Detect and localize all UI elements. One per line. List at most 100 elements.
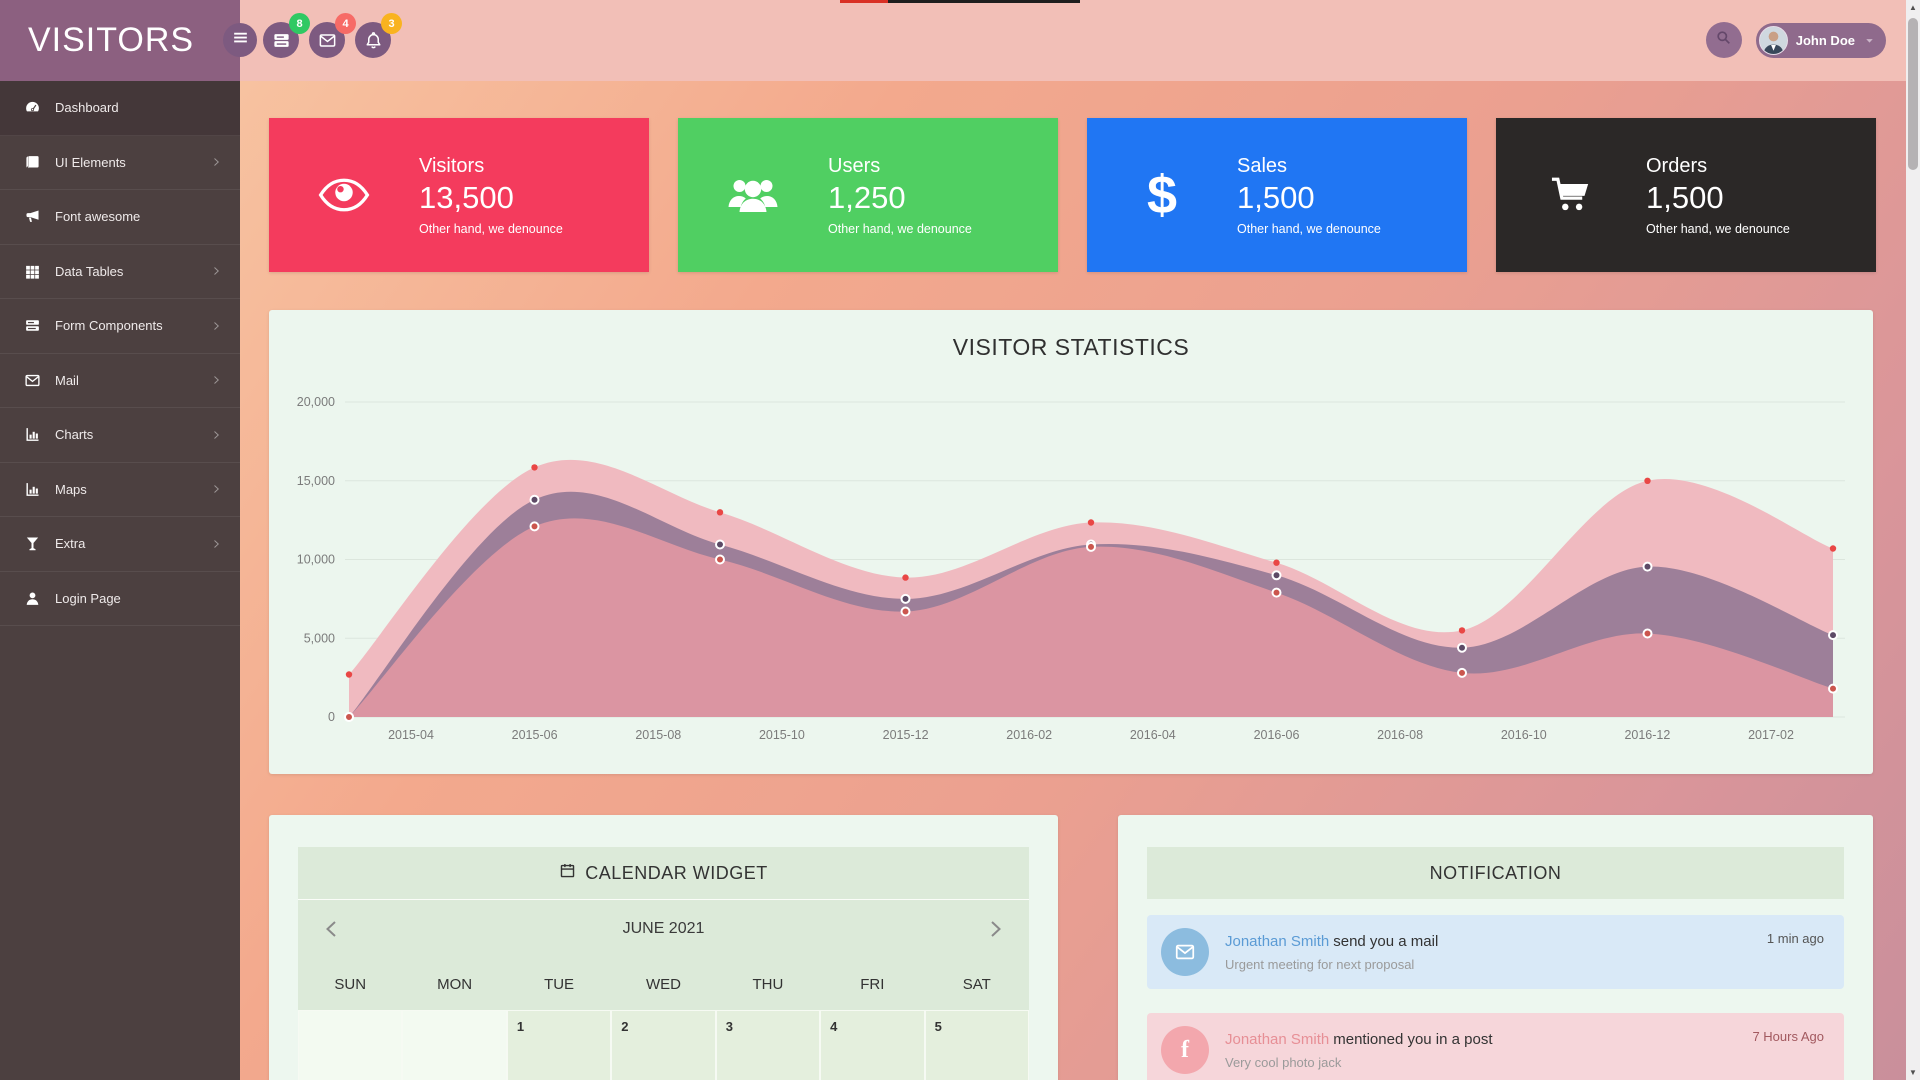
calendar-empty-cell[interactable] [402,1010,507,1080]
calendar-day-cell-4[interactable]: 4 [820,1010,925,1080]
notification-message: Very cool photo jack [1225,1054,1342,1070]
calendar-day-cell-2[interactable]: 2 [611,1010,716,1080]
y-tick-label: 20,000 [297,395,335,409]
bottom-row: CALENDAR WIDGET JUNE 2021 SUN MON TUE WED TH… [269,815,1873,1080]
notification-time: 1 min ago [1766,931,1824,946]
x-tick-label: 2015-06 [512,728,558,742]
notification-item-facebook[interactable]: f Jonathan Smith mentioned you in a post … [1147,1013,1844,1080]
list-icon [272,31,291,50]
data-point-lower [1457,667,1467,678]
calendar-header: CALENDAR WIDGET [298,847,1029,899]
user-menu[interactable]: John Doe [1755,22,1886,58]
brand-title: VISITORS [0,0,240,81]
calendar-next-button[interactable] [983,917,1007,941]
chevron-down-icon [1863,34,1876,47]
topbar-right: John Doe [1705,22,1886,58]
stat-caption: Other hand, we denounce [1237,221,1381,236]
data-point-lower [900,606,911,617]
chart-icon [24,426,41,443]
search-icon [1715,29,1732,51]
stat-caption: Other hand, we denounce [1646,221,1790,236]
users-icon [727,175,779,215]
list-button[interactable]: 8 [263,13,310,58]
sidebar-item-data-tables[interactable]: Data Tables [0,245,240,299]
mail-button[interactable]: 4 [309,13,356,58]
visitors-stat-card: Visitors 13,500 Other hand, we denounce [269,118,649,272]
bell-button[interactable]: 3 [355,13,402,58]
data-point-middle [715,539,725,550]
notification-user[interactable]: Jonathan Smith [1225,1030,1330,1048]
bell-badge: 3 [381,13,402,34]
calendar-prev-button[interactable] [320,917,344,941]
notification-title: NOTIFICATION [1429,862,1562,883]
data-point-middle [1828,630,1838,641]
data-point-lower [529,521,540,532]
scrollbar-thumb[interactable] [1908,18,1918,170]
user-name: John Doe [1795,32,1855,48]
notification-user[interactable]: Jonathan Smith [1225,932,1330,950]
mail-icon [318,31,337,50]
sidebar-item-login-page[interactable]: Login Page [0,572,240,626]
calendar-day-cell-3[interactable]: 3 [715,1010,821,1080]
stat-value: 13,500 [419,179,514,215]
sidebar-item-label: Login Page [55,590,121,606]
dollar-icon: $ [1146,165,1178,225]
calendar-day-cell-1[interactable]: 1 [506,1010,612,1080]
day-header-fri: FRI [860,975,885,993]
day-header-thu: THU [752,975,784,993]
calendar-day-headers: SUN MON TUE WED THU FRI SAT [298,958,1029,1010]
sidebar-item-extra[interactable]: Extra [0,517,240,572]
sidebar-item-maps[interactable]: Maps [0,463,240,517]
y-tick-label: 10,000 [297,553,335,567]
mail-badge: 4 [335,13,356,34]
data-point-upper [1458,627,1466,634]
stat-title: Visitors [419,154,485,177]
data-point-lower [1086,541,1096,552]
stat-value: 1,250 [828,179,906,215]
notification-panel: NOTIFICATION Jonathan Smith send you a ma… [1118,815,1873,1080]
topbar-quick-buttons: 8 4 3 [263,13,402,58]
scrollbar-down-arrow[interactable]: ▼ [1909,1068,1917,1077]
x-tick-label: 2016-12 [1624,728,1670,742]
calendar-title: CALENDAR WIDGET [585,862,768,883]
data-point-upper [902,574,909,581]
sidebar-item-form-components[interactable]: Form Components [0,299,240,354]
notification-item-mail[interactable]: Jonathan Smith send you a mail Urgent mee… [1147,915,1844,989]
sidebar-item-charts[interactable]: Charts [0,408,240,463]
search-button[interactable] [1705,22,1742,58]
data-point-lower [344,712,354,722]
page-scrollbar[interactable]: ▲ ▼ [1906,0,1920,1080]
sales-stat-card: $ Sales 1,500 Other hand, we denounce [1087,118,1467,272]
sidebar-item-label: Data Tables [55,263,124,279]
data-point-upper [345,671,353,678]
calendar-icon [559,862,576,884]
data-point-upper [1644,477,1651,484]
calendar-day-cell-5[interactable]: 5 [924,1010,1029,1080]
calendar-empty-cell[interactable] [298,1010,403,1080]
sidebar: VISITORS Dashboard UI Elements Font awes… [0,0,240,1080]
calendar-month-label: JUNE 2021 [622,920,705,937]
stat-value: 1,500 [1646,179,1724,215]
x-tick-label: 2017-02 [1748,728,1794,742]
megaphone-icon [24,208,41,225]
hamburger-menu-button[interactable] [223,23,257,57]
scrollbar-up-arrow[interactable]: ▲ [1909,3,1917,12]
sidebar-item-font-awesome[interactable]: Font awesome [0,190,240,245]
sidebar-menu: Dashboard UI Elements Font awesome Data … [0,81,240,626]
chevron-right-icon [210,156,222,168]
chevron-right-icon [210,538,222,550]
sidebar-item-label: Extra [55,536,86,552]
sidebar-item-dashboard[interactable]: Dashboard [0,81,240,136]
stat-title: Sales [1237,154,1288,177]
sidebar-item-ui-elements[interactable]: UI Elements [0,136,240,190]
stat-value: 1,500 [1237,179,1315,215]
sidebar-item-mail[interactable]: Mail [0,354,240,408]
chevron-right-icon [210,320,222,332]
calendar-widget-panel: CALENDAR WIDGET JUNE 2021 SUN MON TUE WED TH… [269,815,1058,1080]
y-tick-label: 0 [328,710,335,724]
eye-icon [318,175,370,215]
data-point-middle [900,593,911,604]
book-icon [24,154,41,171]
hamburger-icon [231,28,250,52]
